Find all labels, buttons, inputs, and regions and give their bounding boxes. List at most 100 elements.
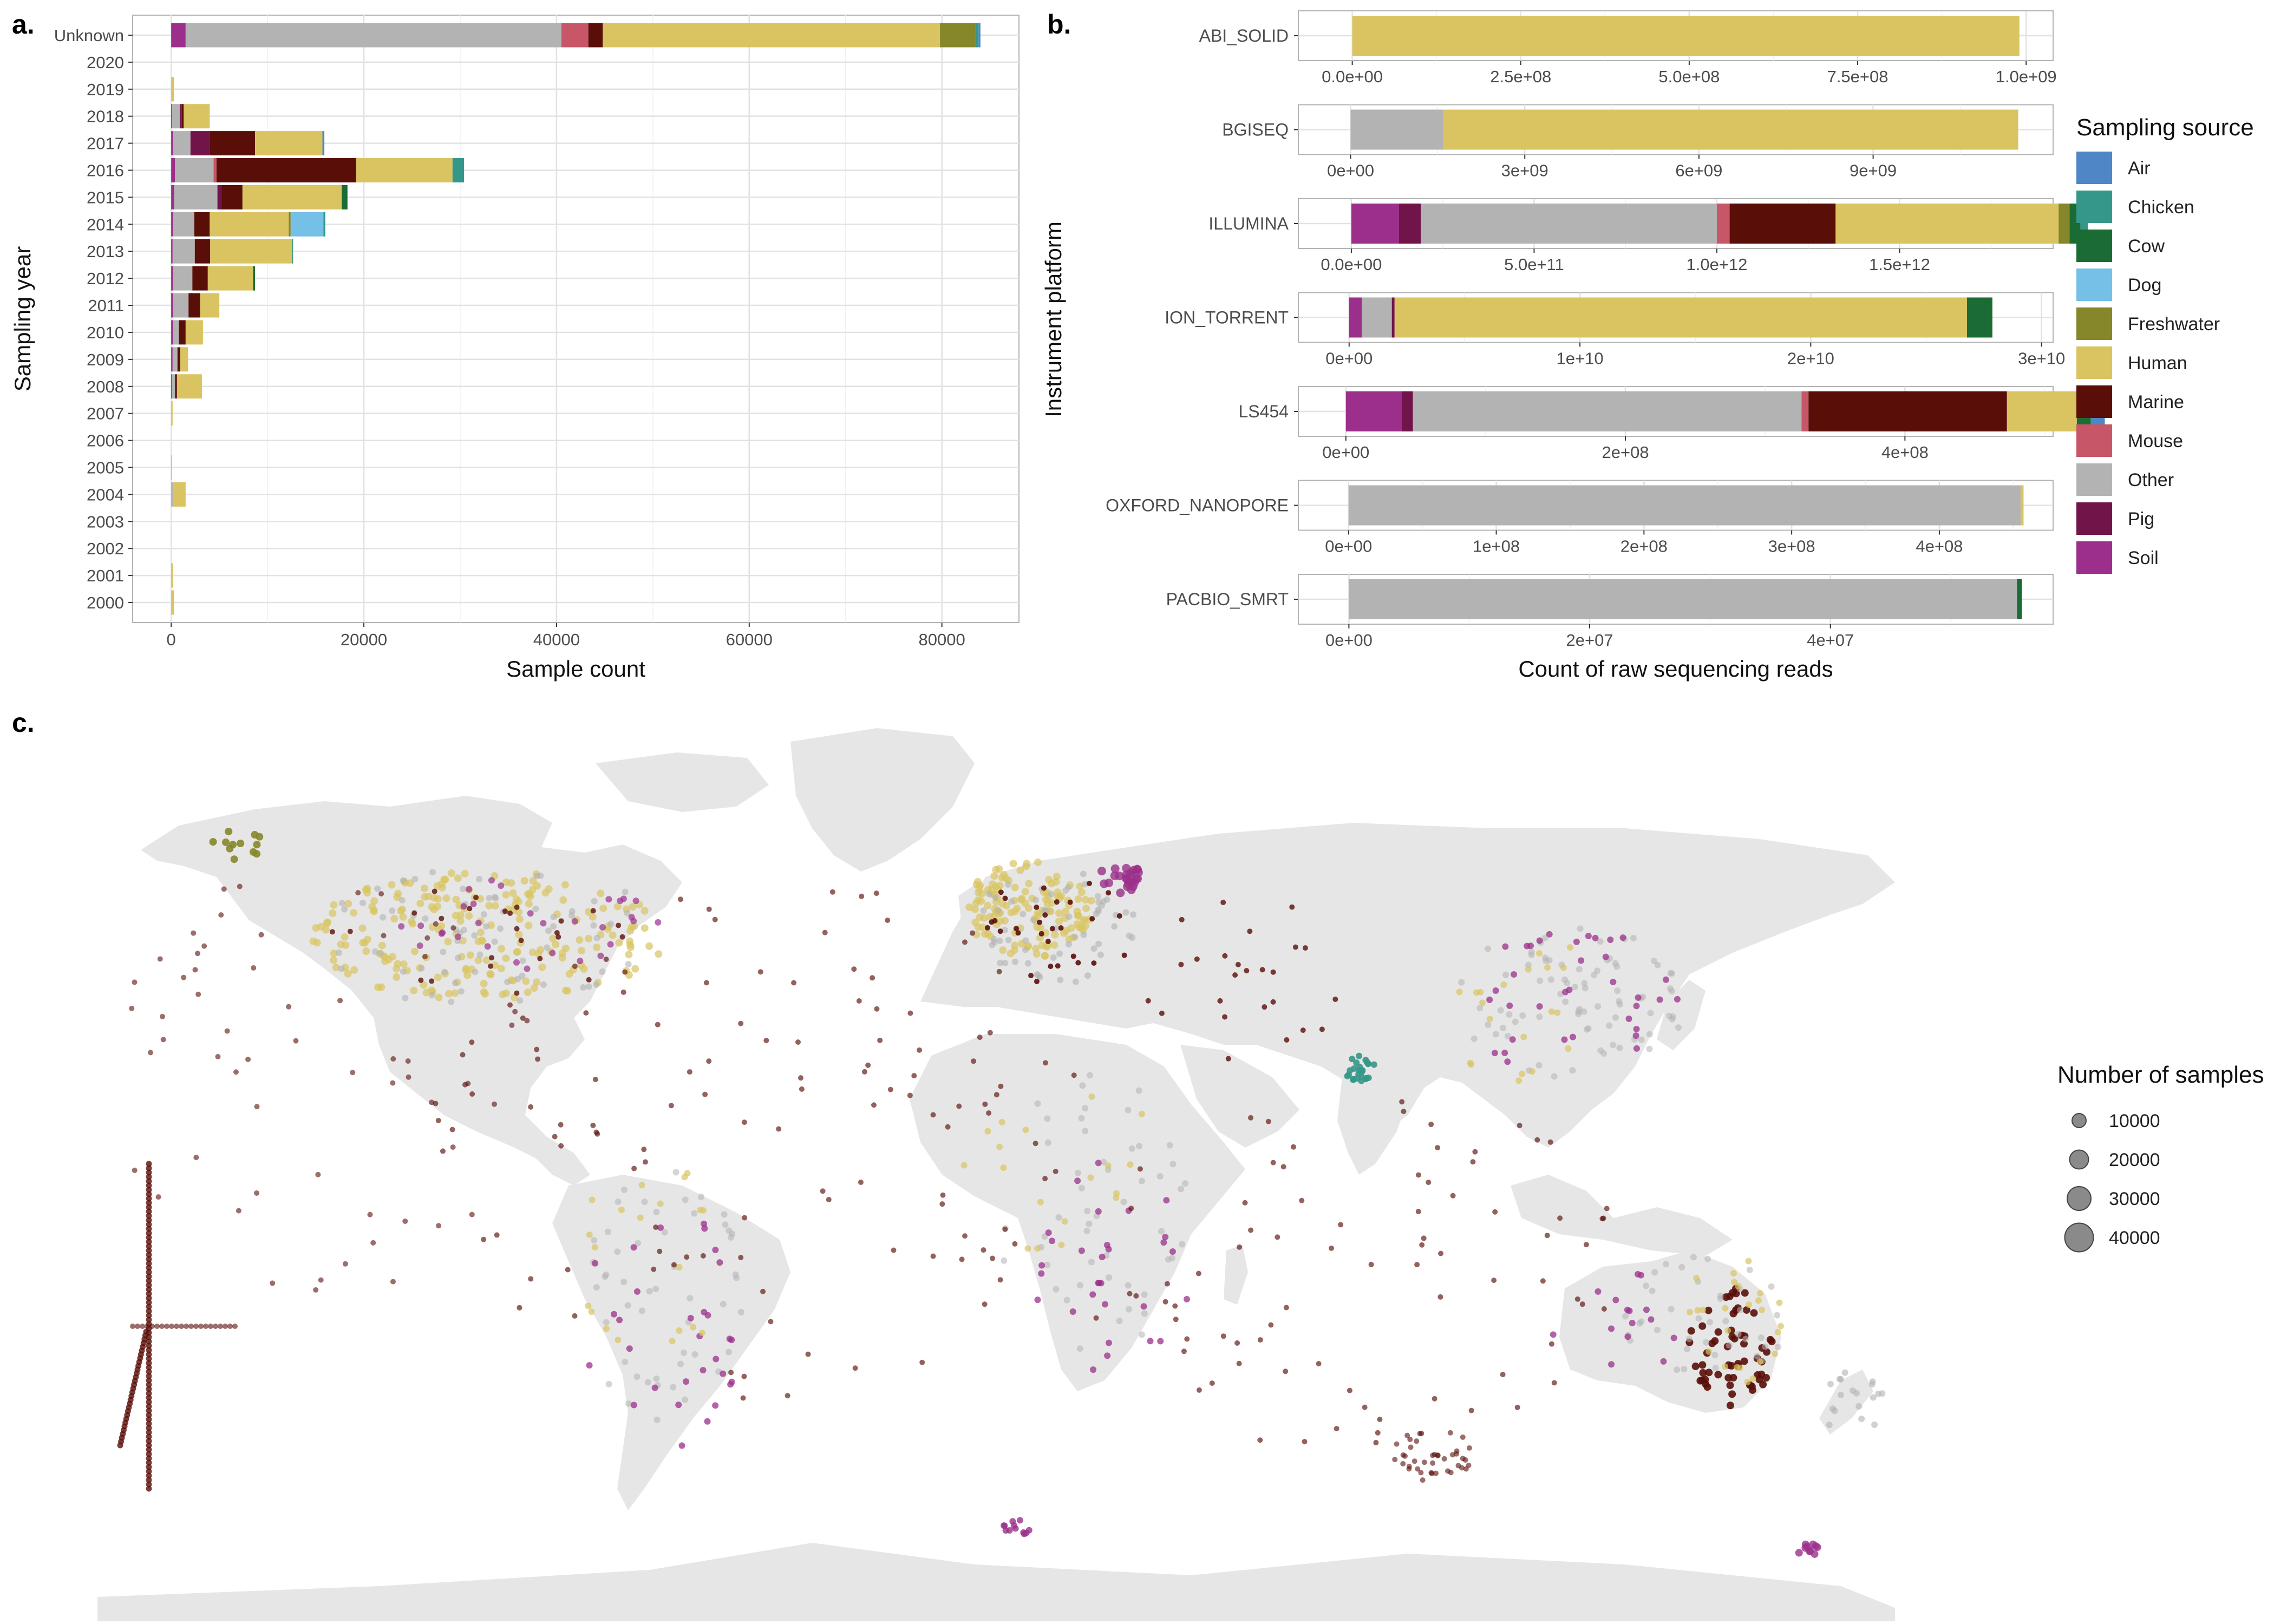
sample-point: [358, 924, 367, 932]
sample-point: [245, 1057, 251, 1063]
sample-point: [1079, 1082, 1086, 1089]
x-tick-label: 6e+09: [1675, 161, 1722, 180]
legend-label: Air: [2128, 158, 2151, 179]
x-tick-label: 3e+10: [2018, 349, 2065, 368]
sample-point: [130, 1324, 135, 1329]
sample-point: [1079, 918, 1087, 926]
sample-point: [1535, 1062, 1543, 1069]
sample-point: [1280, 1164, 1286, 1170]
sample-point: [509, 889, 517, 897]
sample-point: [1034, 911, 1042, 919]
sample-point: [1375, 1430, 1381, 1436]
bar-segment-other: [1421, 204, 1717, 244]
sample-point: [1597, 938, 1604, 945]
sample-point: [1116, 913, 1122, 919]
sample-point: [1540, 1278, 1546, 1284]
sample-count-by-year-chart: Unknown 2020 2019 2018 2017 2016 2015 2014 2013 2…: [10, 9, 1020, 682]
sample-point: [1547, 1139, 1553, 1145]
sample-point: [998, 1083, 1004, 1089]
sample-point: [1668, 988, 1675, 995]
sample-point: [315, 1171, 321, 1177]
sample-point: [132, 979, 138, 985]
land-mass: [1657, 980, 1706, 1050]
sample-point: [378, 941, 386, 949]
sample-point: [527, 910, 534, 917]
sample-point: [1362, 1404, 1368, 1410]
sample-point: [1344, 1072, 1351, 1079]
sample-point: [146, 1464, 152, 1470]
sample-point: [1368, 1261, 1374, 1267]
sample-point: [887, 1086, 893, 1092]
sample-point: [1499, 1024, 1506, 1031]
sample-point: [549, 949, 556, 957]
sample-point: [1768, 1283, 1775, 1290]
sample-point: [984, 929, 992, 938]
sample-point: [184, 1324, 189, 1329]
sample-point: [1001, 916, 1009, 925]
sample-point: [394, 960, 402, 968]
sample-point: [1259, 967, 1265, 973]
legend-swatch-freshwater: [2076, 307, 2112, 340]
bar-segment-soil: [171, 104, 172, 129]
sample-point: [1548, 1341, 1554, 1347]
sample-point: [146, 1234, 152, 1241]
sample-point: [1162, 1234, 1169, 1241]
sample-point: [740, 1395, 746, 1401]
sample-point: [1696, 1377, 1704, 1385]
sample-point: [585, 983, 592, 990]
sample-point: [1021, 888, 1029, 896]
sample-point: [458, 988, 465, 995]
legend-label: Chicken: [2128, 197, 2194, 218]
sample-point: [885, 918, 891, 924]
sample-point: [940, 1192, 946, 1198]
x-tick-label: 1.5e+12: [1869, 255, 1930, 274]
sample-point: [1504, 1033, 1511, 1040]
sample-point: [1550, 1331, 1557, 1338]
legend-label: Soil: [2128, 548, 2159, 568]
sample-point: [980, 914, 988, 922]
bar-segment-cow: [342, 185, 348, 209]
sample-point: [193, 1155, 199, 1161]
sample-point: [286, 1004, 292, 1010]
sample-point: [851, 966, 857, 972]
sample-point: [1234, 1340, 1240, 1346]
sample-point: [956, 1103, 962, 1109]
sample-point: [858, 1180, 864, 1186]
sample-point: [146, 1252, 152, 1258]
sample-point: [971, 1058, 977, 1064]
sample-point: [1491, 1050, 1498, 1057]
bar-segment-other: [173, 320, 179, 345]
sample-point: [1060, 929, 1068, 937]
sample-point: [195, 951, 201, 957]
sample-point: [146, 1312, 152, 1319]
sample-point: [603, 1319, 610, 1326]
sample-point: [583, 1010, 589, 1016]
sample-point: [1044, 1261, 1051, 1268]
sample-point: [253, 841, 261, 849]
bar-segment-human: [1352, 16, 2020, 56]
sample-point: [1168, 1255, 1175, 1262]
sample-point: [251, 831, 259, 839]
sample-point: [1164, 1281, 1170, 1287]
sample-point: [1724, 1327, 1731, 1334]
sample-point: [1082, 1105, 1089, 1112]
sample-point: [1726, 1402, 1734, 1410]
bar-segment-other: [173, 266, 193, 291]
sample-point: [1577, 925, 1584, 932]
sample-point: [434, 973, 442, 981]
sample-point: [1742, 1306, 1750, 1314]
sample-point: [999, 946, 1007, 954]
sample-point: [1737, 1307, 1744, 1314]
bar-segment-pig: [1391, 297, 1395, 338]
facet-label: PACBIO_SMRT: [1166, 590, 1289, 609]
sample-point: [146, 1429, 152, 1436]
sample-point: [978, 924, 986, 932]
sample-point: [236, 1208, 241, 1214]
sample-point: [1438, 1250, 1444, 1256]
sample-point: [1466, 1445, 1472, 1451]
sample-point: [1722, 1293, 1730, 1301]
sample-point: [1630, 934, 1637, 941]
sample-point: [347, 928, 353, 934]
bar-segment-marine: [192, 266, 208, 291]
sample-point: [599, 924, 606, 931]
